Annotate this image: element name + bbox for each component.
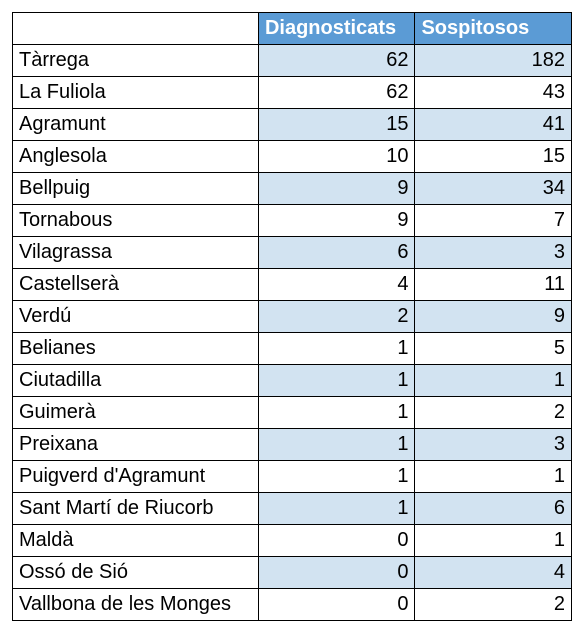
cell-diagnosticats: 1 — [258, 461, 415, 493]
cell-diagnosticats: 0 — [258, 557, 415, 589]
header-blank — [13, 13, 259, 45]
table-row: Sant Martí de Riucorb16 — [13, 493, 572, 525]
cell-sospitosos: 1 — [415, 461, 572, 493]
table-row: Ciutadilla11 — [13, 365, 572, 397]
cell-sospitosos: 182 — [415, 45, 572, 77]
cell-name: Agramunt — [13, 109, 259, 141]
cell-name: Tornabous — [13, 205, 259, 237]
cell-name: Verdú — [13, 301, 259, 333]
cell-diagnosticats: 1 — [258, 333, 415, 365]
cell-diagnosticats: 9 — [258, 173, 415, 205]
table-row: Agramunt1541 — [13, 109, 572, 141]
cell-sospitosos: 15 — [415, 141, 572, 173]
cell-sospitosos: 3 — [415, 237, 572, 269]
table-row: Tornabous97 — [13, 205, 572, 237]
cell-diagnosticats: 6 — [258, 237, 415, 269]
cell-name: Belianes — [13, 333, 259, 365]
data-table: Diagnosticats Sospitosos Tàrrega62182La … — [12, 12, 572, 621]
table-row: Bellpuig934 — [13, 173, 572, 205]
cell-name: Anglesola — [13, 141, 259, 173]
table-body: Tàrrega62182La Fuliola6243Agramunt1541An… — [13, 45, 572, 621]
table-row: Tàrrega62182 — [13, 45, 572, 77]
cell-name: Preixana — [13, 429, 259, 461]
cell-name: Puigverd d'Agramunt — [13, 461, 259, 493]
table-row: Verdú29 — [13, 301, 572, 333]
cell-name: Ossó de Sió — [13, 557, 259, 589]
table-row: Vallbona de les Monges02 — [13, 589, 572, 621]
cell-name: Vilagrassa — [13, 237, 259, 269]
cell-sospitosos: 41 — [415, 109, 572, 141]
cell-sospitosos: 2 — [415, 589, 572, 621]
cell-diagnosticats: 1 — [258, 429, 415, 461]
table-row: Puigverd d'Agramunt11 — [13, 461, 572, 493]
table-row: Vilagrassa63 — [13, 237, 572, 269]
header-diagnosticats: Diagnosticats — [258, 13, 415, 45]
cell-sospitosos: 7 — [415, 205, 572, 237]
cell-name: Guimerà — [13, 397, 259, 429]
cell-name: Ciutadilla — [13, 365, 259, 397]
cell-name: Bellpuig — [13, 173, 259, 205]
cell-diagnosticats: 1 — [258, 397, 415, 429]
cell-diagnosticats: 0 — [258, 589, 415, 621]
table-row: Castellserà411 — [13, 269, 572, 301]
cell-sospitosos: 3 — [415, 429, 572, 461]
cell-diagnosticats: 62 — [258, 45, 415, 77]
cell-diagnosticats: 1 — [258, 365, 415, 397]
table-row: Ossó de Sió04 — [13, 557, 572, 589]
cell-diagnosticats: 15 — [258, 109, 415, 141]
cell-sospitosos: 6 — [415, 493, 572, 525]
cell-sospitosos: 9 — [415, 301, 572, 333]
cell-sospitosos: 11 — [415, 269, 572, 301]
cell-diagnosticats: 2 — [258, 301, 415, 333]
cell-diagnosticats: 10 — [258, 141, 415, 173]
cell-name: Sant Martí de Riucorb — [13, 493, 259, 525]
cell-sospitosos: 34 — [415, 173, 572, 205]
header-row: Diagnosticats Sospitosos — [13, 13, 572, 45]
cell-sospitosos: 2 — [415, 397, 572, 429]
table-row: Guimerà12 — [13, 397, 572, 429]
cell-sospitosos: 43 — [415, 77, 572, 109]
cell-diagnosticats: 1 — [258, 493, 415, 525]
cell-diagnosticats: 62 — [258, 77, 415, 109]
cell-name: Tàrrega — [13, 45, 259, 77]
cell-sospitosos: 4 — [415, 557, 572, 589]
table-row: Anglesola1015 — [13, 141, 572, 173]
cell-name: Castellserà — [13, 269, 259, 301]
cell-diagnosticats: 9 — [258, 205, 415, 237]
cell-name: Vallbona de les Monges — [13, 589, 259, 621]
cell-sospitosos: 1 — [415, 365, 572, 397]
table-row: Preixana13 — [13, 429, 572, 461]
cell-diagnosticats: 4 — [258, 269, 415, 301]
cell-sospitosos: 5 — [415, 333, 572, 365]
cell-name: La Fuliola — [13, 77, 259, 109]
table-row: La Fuliola6243 — [13, 77, 572, 109]
table-row: Belianes15 — [13, 333, 572, 365]
header-sospitosos: Sospitosos — [415, 13, 572, 45]
